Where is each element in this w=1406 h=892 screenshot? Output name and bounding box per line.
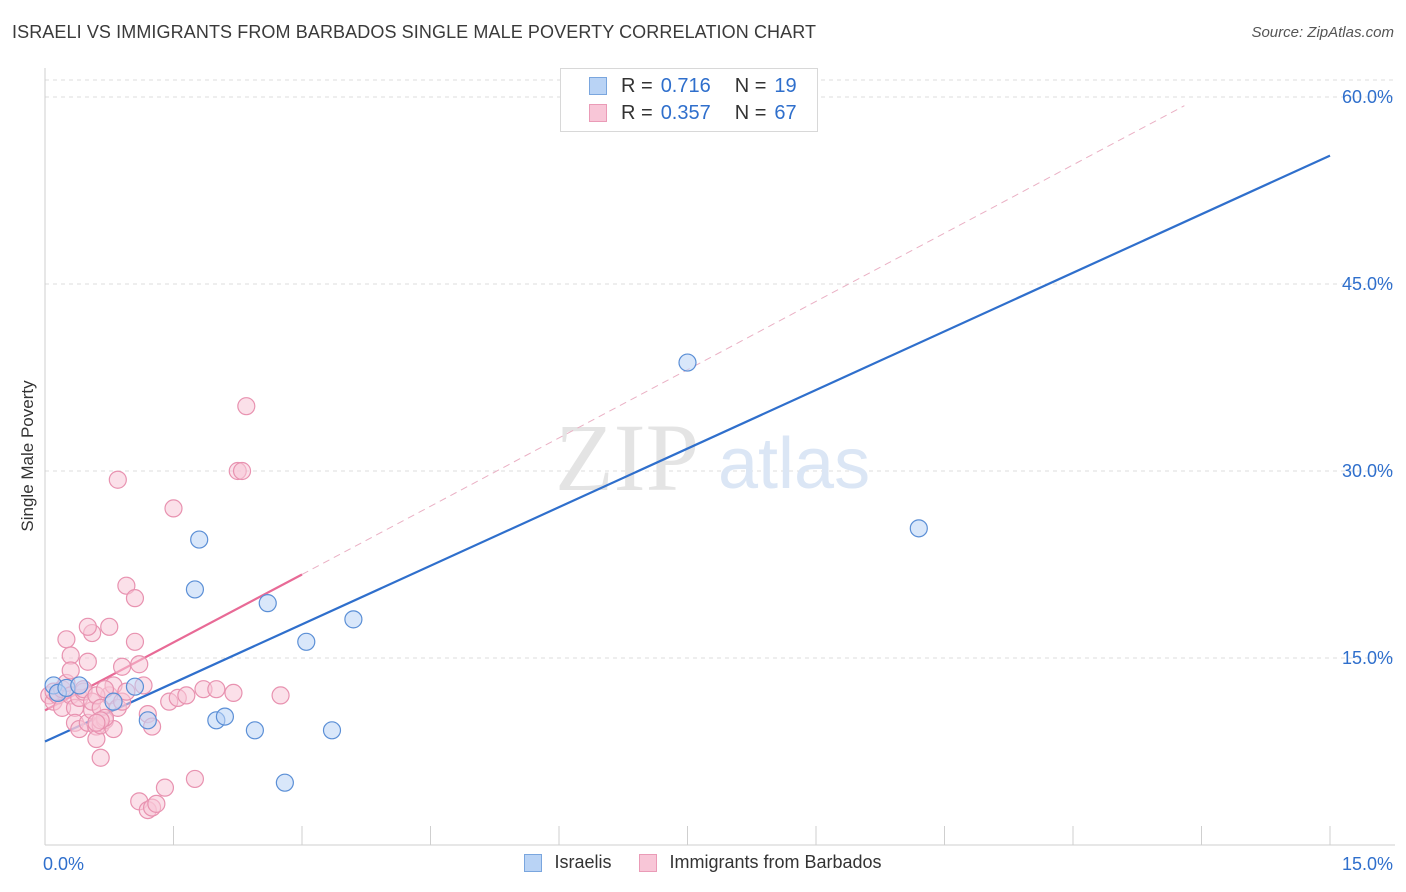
point-barbados-65 xyxy=(271,686,290,705)
point-barbados-42 xyxy=(112,657,132,676)
trend-extension-1 xyxy=(301,105,1185,575)
n-label: N = xyxy=(734,101,767,124)
point-israelis-6 xyxy=(138,711,157,730)
point-barbados-49 xyxy=(125,589,145,608)
point-barbados-45 xyxy=(130,655,149,674)
legend-item-israelis[interactable]: Israelis xyxy=(524,852,611,873)
y-tick-label-0: 15.0% xyxy=(1342,648,1393,668)
point-barbados-17 xyxy=(78,652,97,671)
stats-legend-row-barbados: R = 0.357 N = 67 xyxy=(589,100,797,126)
point-israelis-10 xyxy=(215,707,234,726)
trend-line-0 xyxy=(44,154,1331,743)
r-label: R = xyxy=(621,101,653,124)
tick-labels: 15.0% 30.0% 45.0% 60.0% 0.0% 15.0% xyxy=(43,87,1393,874)
watermark-atlas: atlas xyxy=(718,424,870,504)
chart-title: ISRAELI VS IMMIGRANTS FROM BARBADOS SING… xyxy=(12,22,817,42)
point-israelis-17 xyxy=(678,353,697,372)
point-barbados-44 xyxy=(125,632,145,651)
r-value-israelis: 0.716 xyxy=(660,74,711,97)
point-israelis-18 xyxy=(909,519,928,538)
point-israelis-3 xyxy=(70,676,89,695)
r-value-barbados: 0.357 xyxy=(660,101,711,124)
point-israelis-13 xyxy=(275,773,294,792)
point-barbados-60 xyxy=(207,680,226,699)
point-barbados-64 xyxy=(237,397,256,416)
point-barbados-40 xyxy=(87,713,106,732)
point-barbados-61 xyxy=(224,683,243,703)
point-israelis-15 xyxy=(322,721,342,740)
series-legend: Israelis Immigrants from Barbados xyxy=(0,852,1406,873)
stats-legend: R = 0.716 N = 19 R = 0.357 N = 67 xyxy=(560,68,818,132)
point-barbados-32 xyxy=(78,617,97,636)
point-israelis-4 xyxy=(104,692,123,711)
point-israelis-7 xyxy=(185,580,205,599)
point-barbados-57 xyxy=(177,686,196,705)
legend-label-barbados: Immigrants from Barbados xyxy=(669,852,882,872)
n-value-israelis: 19 xyxy=(774,74,797,97)
r-label: R = xyxy=(621,74,653,97)
y-tick-label-3: 60.0% xyxy=(1342,87,1393,107)
point-barbados-53 xyxy=(147,794,166,813)
legend-swatch-israelis xyxy=(589,77,607,95)
data-points xyxy=(40,353,928,820)
legend-swatch-israelis xyxy=(524,853,543,872)
point-barbados-66 xyxy=(164,499,183,518)
point-barbados-38 xyxy=(108,470,127,489)
y-tick-label-1: 30.0% xyxy=(1342,461,1393,481)
legend-swatch-barbados xyxy=(589,104,607,122)
axes xyxy=(44,68,1395,846)
chart-source: Source: ZipAtlas.com xyxy=(1251,24,1394,41)
stats-legend-row-israelis: R = 0.716 N = 19 xyxy=(589,73,797,99)
point-barbados-58 xyxy=(185,769,205,789)
point-barbados-23 xyxy=(91,748,110,767)
point-israelis-8 xyxy=(190,530,209,549)
point-barbados-63 xyxy=(232,461,252,481)
point-barbados-41 xyxy=(95,680,115,699)
legend-label-israelis: Israelis xyxy=(554,852,612,872)
watermark-zip: ZIP xyxy=(555,404,699,511)
y-tick-label-2: 45.0% xyxy=(1342,274,1393,294)
point-israelis-14 xyxy=(297,632,316,651)
n-label: N = xyxy=(734,74,767,97)
point-israelis-12 xyxy=(258,594,277,613)
point-israelis-5 xyxy=(125,677,145,696)
x-tick-label-1: 15.0% xyxy=(1342,854,1393,874)
legend-swatch-barbados xyxy=(639,853,658,872)
point-barbados-54 xyxy=(155,778,175,797)
point-israelis-16 xyxy=(344,610,363,629)
legend-item-barbados[interactable]: Immigrants from Barbados xyxy=(639,852,882,873)
point-israelis-11 xyxy=(245,721,264,740)
n-value-barbados: 67 xyxy=(774,101,797,124)
gridlines xyxy=(45,79,1395,659)
x-tick-label-0: 0.0% xyxy=(43,854,84,874)
point-barbados-7 xyxy=(57,630,76,649)
point-barbados-37 xyxy=(100,617,119,636)
point-barbados-43 xyxy=(117,576,136,595)
point-barbados-9 xyxy=(61,661,80,680)
